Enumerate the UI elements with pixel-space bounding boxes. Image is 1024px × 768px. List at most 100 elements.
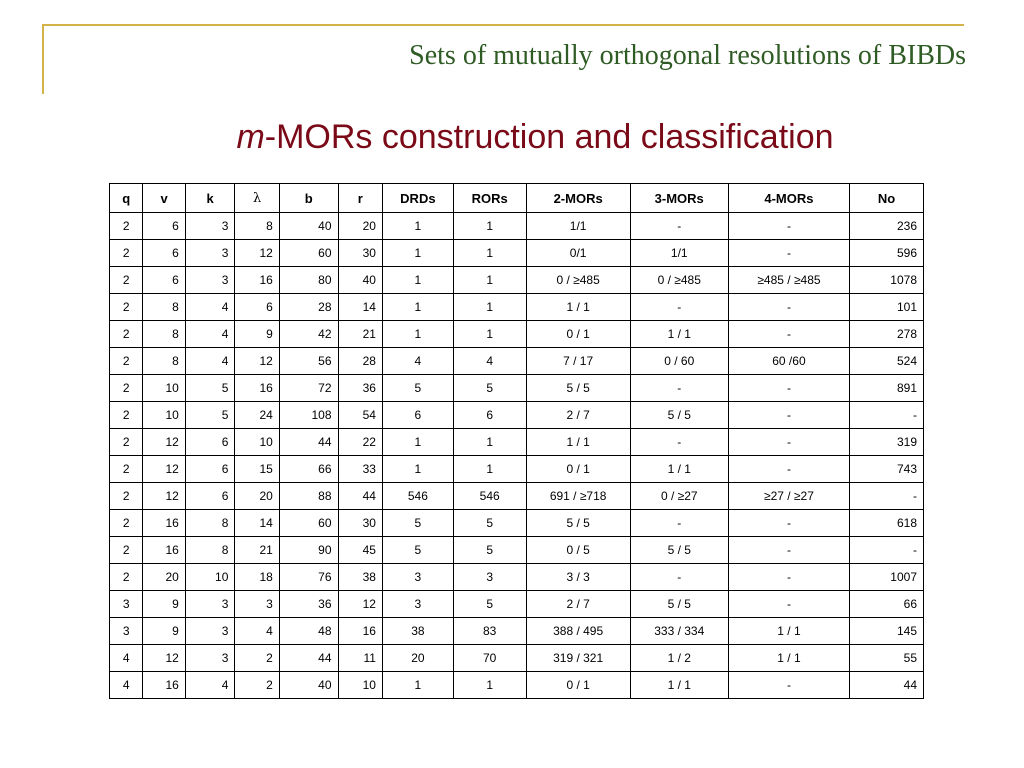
header-title: Sets of mutually orthogonal resolutions … bbox=[409, 40, 966, 71]
table-cell-3-mors: 1 / 2 bbox=[629, 644, 729, 672]
table-cell-no: 236 bbox=[849, 212, 924, 240]
column-header-4-mors: 4-MORs bbox=[727, 183, 851, 213]
table-cell-2-mors: 0 / ≥485 bbox=[525, 266, 631, 294]
table-cell-k: 4 bbox=[184, 320, 236, 348]
table-cell-q: 2 bbox=[108, 239, 144, 267]
table-cell-k: 3 bbox=[184, 590, 236, 618]
table-cell-2-mors: 5 / 5 bbox=[525, 509, 631, 537]
table-cell-r: 28 bbox=[337, 347, 383, 375]
table-cell-k: 4 bbox=[184, 347, 236, 375]
table-cell-no: 319 bbox=[849, 428, 924, 456]
table-cell-v: 12 bbox=[142, 644, 186, 672]
table-cell-rors: 1 bbox=[452, 428, 527, 456]
table-cell-r: 33 bbox=[337, 455, 383, 483]
table-cell-2-mors: 3 / 3 bbox=[525, 563, 631, 591]
table-cell-3-mors: 1/1 bbox=[629, 239, 729, 267]
table-cell-v: 16 bbox=[142, 536, 186, 564]
table-cell-lambda: 16 bbox=[234, 374, 280, 402]
table-cell-3-mors: - bbox=[629, 374, 729, 402]
table-cell-lambda: 21 bbox=[234, 536, 280, 564]
table-cell-3-mors: - bbox=[629, 212, 729, 240]
table-cell-k: 5 bbox=[184, 374, 236, 402]
table-cell-k: 8 bbox=[184, 536, 236, 564]
table-cell-rors: 1 bbox=[452, 239, 527, 267]
table-cell-lambda: 9 bbox=[234, 320, 280, 348]
table-cell-2-mors: 7 / 17 bbox=[525, 347, 631, 375]
table-cell-q: 2 bbox=[108, 455, 144, 483]
table-cell-drds: 1 bbox=[381, 455, 454, 483]
table-cell-b: 88 bbox=[278, 482, 339, 510]
table-cell-lambda: 12 bbox=[234, 347, 280, 375]
table-cell-k: 4 bbox=[184, 293, 236, 321]
table-cell-drds: 38 bbox=[381, 617, 454, 645]
table-cell-4-mors: - bbox=[727, 239, 851, 267]
table-cell-lambda: 16 bbox=[234, 266, 280, 294]
table-cell-no: 55 bbox=[849, 644, 924, 672]
table-cell-drds: 4 bbox=[381, 347, 454, 375]
table-cell-r: 21 bbox=[337, 320, 383, 348]
table-cell-2-mors: 1 / 1 bbox=[525, 428, 631, 456]
table-cell-no: 1078 bbox=[849, 266, 924, 294]
table-cell-drds: 1 bbox=[381, 239, 454, 267]
table-row: 2 8 4 6 28 14 1 1 1 / 1- -101 bbox=[108, 293, 924, 321]
table-cell-4-mors: 60 /60 bbox=[727, 347, 851, 375]
table-cell-3-mors: 5 / 5 bbox=[629, 536, 729, 564]
table-cell-b: 80 bbox=[278, 266, 339, 294]
table-cell-no: 1007 bbox=[849, 563, 924, 591]
table-cell-drds: 1 bbox=[381, 671, 454, 699]
table-cell-v: 6 bbox=[142, 212, 186, 240]
table-cell-r: 44 bbox=[337, 482, 383, 510]
table-cell-b: 90 bbox=[278, 536, 339, 564]
table-cell-k: 6 bbox=[184, 482, 236, 510]
table-cell-2-mors: 2 / 7 bbox=[525, 401, 631, 429]
table-cell-v: 9 bbox=[142, 590, 186, 618]
table-cell-3-mors: 1 / 1 bbox=[629, 671, 729, 699]
table-cell-b: 76 bbox=[278, 563, 339, 591]
table-row: 2 8 4 12 56 28 4 4 7 / 17 0 / 60 60 /60 524 bbox=[108, 347, 924, 375]
table-cell-4-mors: - bbox=[727, 401, 851, 429]
table-cell-no: 596 bbox=[849, 239, 924, 267]
table-cell-k: 10 bbox=[184, 563, 236, 591]
table-cell-k: 6 bbox=[184, 455, 236, 483]
table-cell-no: 145 bbox=[849, 617, 924, 645]
table-cell-q: 2 bbox=[108, 347, 144, 375]
table-cell-r: 54 bbox=[337, 401, 383, 429]
table-cell-r: 12 bbox=[337, 590, 383, 618]
table-cell-q: 2 bbox=[108, 428, 144, 456]
table-cell-q: 2 bbox=[108, 536, 144, 564]
table-cell-4-mors: - bbox=[727, 455, 851, 483]
column-header-3-mors: 3-MORs bbox=[629, 183, 729, 213]
table-cell-4-mors: - bbox=[727, 374, 851, 402]
table-cell-3-mors: - bbox=[629, 509, 729, 537]
table-cell-3-mors: 1 / 1 bbox=[629, 320, 729, 348]
table-row: 2 12 6 20 88 44 546 546 691 / ≥718 0 / ≥27 ≥27 / ≥… bbox=[108, 482, 924, 510]
table-cell-v: 8 bbox=[142, 320, 186, 348]
table-cell-r: 16 bbox=[337, 617, 383, 645]
table-cell-4-mors: 1 / 1 bbox=[727, 617, 851, 645]
slide-title-italic: m bbox=[236, 118, 265, 156]
table-cell-v: 20 bbox=[142, 563, 186, 591]
table-cell-q: 2 bbox=[108, 401, 144, 429]
column-header-q: q bbox=[108, 183, 144, 213]
table-cell-r: 38 bbox=[337, 563, 383, 591]
table-cell-k: 3 bbox=[184, 266, 236, 294]
table-row: 2 16 8 14 60 30 5 5 5 / 5- -618 bbox=[108, 509, 924, 537]
table-cell-4-mors: ≥485 / ≥485 bbox=[727, 266, 851, 294]
table-cell-4-mors: ≥27 / ≥27 bbox=[727, 482, 851, 510]
table-cell-3-mors: 0 / ≥485 bbox=[629, 266, 729, 294]
table-row: 2 20 10 18 76 38 3 3 3 / 3- -1007 bbox=[108, 563, 924, 591]
table-cell-rors: 1 bbox=[452, 671, 527, 699]
table-cell-4-mors: - bbox=[727, 590, 851, 618]
table-cell-v: 8 bbox=[142, 293, 186, 321]
table-cell-v: 10 bbox=[142, 401, 186, 429]
table-cell-k: 5 bbox=[184, 401, 236, 429]
table-cell-q: 2 bbox=[108, 509, 144, 537]
table-cell-rors: 546 bbox=[452, 482, 527, 510]
table-cell-no: 278 bbox=[849, 320, 924, 348]
table-cell-drds: 6 bbox=[381, 401, 454, 429]
table-cell-v: 6 bbox=[142, 239, 186, 267]
table-cell-rors: 1 bbox=[452, 212, 527, 240]
table-row: 3 9 3 4 48 16 38 83 388 / 495 333 / 334 1 / 1 145 bbox=[108, 617, 924, 645]
table-cell-k: 4 bbox=[184, 671, 236, 699]
